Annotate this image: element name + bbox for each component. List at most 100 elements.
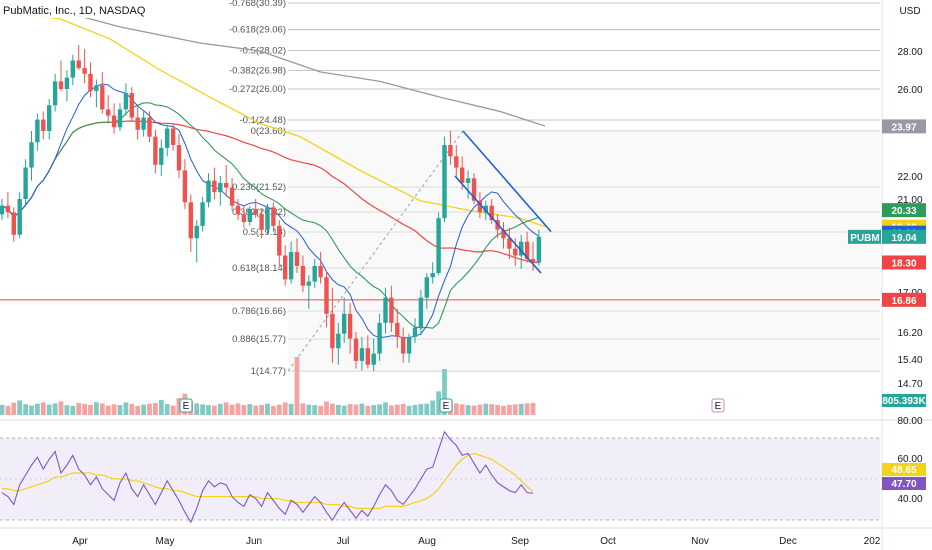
volume-bar	[512, 404, 518, 415]
title-background	[0, 2, 135, 18]
volume-bar	[371, 405, 377, 415]
candle-body	[141, 117, 146, 130]
time-axis-label: 202	[864, 536, 881, 547]
candle-body	[536, 236, 542, 263]
price-axis-label: 16.20	[897, 328, 922, 339]
candle-body	[135, 117, 140, 130]
candle-body	[111, 115, 117, 128]
candle-body	[58, 81, 64, 89]
time-axis-label: Dec	[779, 536, 797, 547]
candle-body	[64, 77, 70, 89]
volume-bar	[389, 405, 394, 415]
fib-level-label: 0.236(21.52)	[232, 182, 286, 193]
earnings-marker	[179, 398, 193, 413]
fib-level-label: 0.382(20.22)	[232, 207, 286, 218]
volume-bar	[430, 400, 436, 415]
candle-body	[318, 265, 323, 278]
candle-body	[182, 170, 188, 203]
fib-level-label: 0.786(16.66)	[232, 306, 286, 317]
volume-bar	[524, 403, 530, 415]
volume-bar	[412, 404, 418, 415]
volume-bar	[58, 401, 64, 415]
candle-body	[165, 128, 170, 148]
candle-body	[524, 241, 530, 259]
candle-body	[342, 313, 347, 334]
candle-body	[383, 297, 388, 323]
rsi-badge	[882, 477, 926, 490]
volume-bar	[0, 404, 5, 415]
candle-body	[324, 277, 329, 314]
candle-body	[465, 178, 471, 183]
candle-body	[312, 265, 317, 282]
fib-level-label: -0.768(30.39)	[229, 0, 286, 9]
volume-bar	[35, 403, 40, 415]
volume-bar	[306, 404, 312, 415]
candle-body	[365, 348, 370, 365]
ticker-badge-label: PUBM	[850, 233, 879, 244]
price-badge-label: 18.30	[891, 258, 916, 269]
volume-bar	[453, 403, 459, 415]
volume-bar	[105, 405, 111, 415]
price-axis-label: 14.70	[897, 379, 922, 390]
volume-bar	[11, 402, 17, 415]
candle-body	[406, 336, 412, 354]
candle-body	[117, 109, 123, 128]
candle-body	[353, 338, 359, 361]
volume-badge-label: 805.393K	[882, 396, 926, 407]
volume-bar	[294, 357, 300, 415]
candle-body	[218, 182, 223, 193]
candle-body	[176, 145, 182, 171]
candle-body	[436, 218, 441, 274]
candle-body	[41, 119, 46, 131]
fib-level-label: 1(14.77)	[251, 366, 286, 377]
volume-bar	[318, 405, 323, 415]
fib-level-label: -0.5(28.02)	[240, 46, 286, 57]
rsi-axis-label: 60.00	[897, 454, 922, 465]
candle-body	[235, 205, 241, 215]
candle-body	[442, 145, 447, 219]
price-badge	[882, 255, 926, 270]
candle-body	[70, 60, 75, 78]
candle-body	[288, 252, 294, 280]
rsi-ma-badge	[882, 463, 926, 476]
candle-body	[448, 145, 453, 157]
time-axis-label: Aug	[418, 536, 436, 547]
volume-badge	[882, 394, 926, 407]
candle-body	[477, 200, 483, 213]
volume-bar	[94, 402, 99, 415]
volume-bar	[111, 404, 117, 415]
volume-bar	[141, 404, 146, 415]
candle-body	[229, 187, 235, 206]
volume-bar	[129, 403, 135, 415]
volume-bar	[477, 404, 483, 415]
candle-body	[94, 85, 99, 92]
volume-bar	[265, 403, 270, 415]
candle-body	[147, 117, 152, 137]
candle-body	[483, 205, 488, 213]
fib-fill	[288, 131, 880, 371]
candle-body	[300, 265, 306, 286]
volume-bar	[330, 403, 335, 415]
volume-bar	[64, 405, 70, 415]
fib-level-label: -0.272(26.00)	[229, 84, 286, 95]
volume-bar	[377, 404, 382, 415]
volume-bar	[52, 403, 58, 415]
volume-bar	[46, 404, 52, 415]
candle-body	[23, 167, 28, 199]
volume-bar	[324, 401, 329, 415]
candle-body	[259, 214, 264, 230]
volume-bar	[259, 404, 264, 415]
candle-body	[265, 207, 270, 230]
candle-body	[0, 205, 5, 215]
candle-body	[412, 327, 418, 337]
volume-bar	[5, 405, 11, 415]
price-axis-label: 15.40	[897, 355, 922, 366]
candle-body	[188, 202, 193, 239]
candle-body	[430, 273, 435, 278]
candle-body	[153, 136, 158, 165]
candle-body	[336, 333, 341, 349]
volume-bar	[335, 404, 341, 415]
candle-body	[47, 105, 52, 131]
volume-bar	[76, 402, 82, 415]
